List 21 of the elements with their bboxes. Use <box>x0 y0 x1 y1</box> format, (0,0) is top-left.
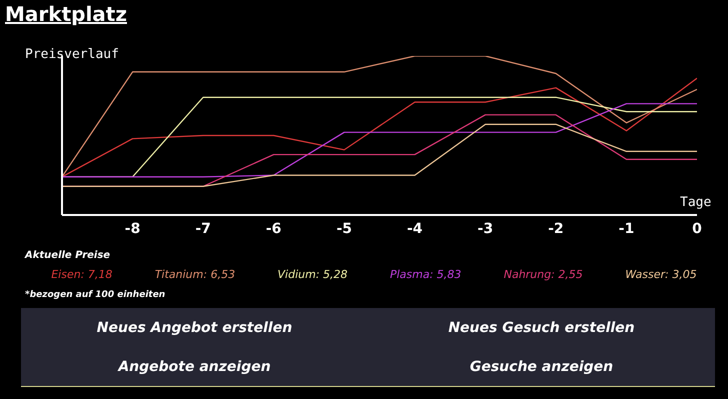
x-tick-label: -1 <box>618 220 634 237</box>
text: Nahrung: 2,55 <box>504 268 583 281</box>
text: Wasser: 3,05 <box>625 268 697 281</box>
x-tick-label: -2 <box>548 220 564 237</box>
text: *bezogen auf 100 einheiten <box>25 290 166 300</box>
text: Vidium: 5,28 <box>278 268 348 281</box>
x-tick-label: -4 <box>406 220 423 237</box>
x-tick-label: -3 <box>478 220 494 237</box>
x-tick-label: -5 <box>336 220 352 237</box>
x-tick-label: -8 <box>124 220 140 237</box>
x-tick-label: 0 <box>692 220 702 237</box>
legend-title: Aktuelle Preise <box>25 250 112 261</box>
y-axis-title: Preisverlauf <box>25 47 119 62</box>
x-axis-title: Tage <box>680 195 712 210</box>
chart-title: Marktplatz <box>5 2 127 26</box>
button-panel: Neues Angebot erstellen Neues Gesuch erstellen Angebote anzeigen Gesuche anzeigen <box>21 308 715 387</box>
text: Eisen: 7,18 <box>51 268 112 281</box>
text: Plasma: 5,83 <box>390 268 462 281</box>
x-tick-label: -7 <box>195 220 211 237</box>
x-tick-label: -6 <box>266 220 282 237</box>
text: Titanium: 6,53 <box>154 268 236 281</box>
